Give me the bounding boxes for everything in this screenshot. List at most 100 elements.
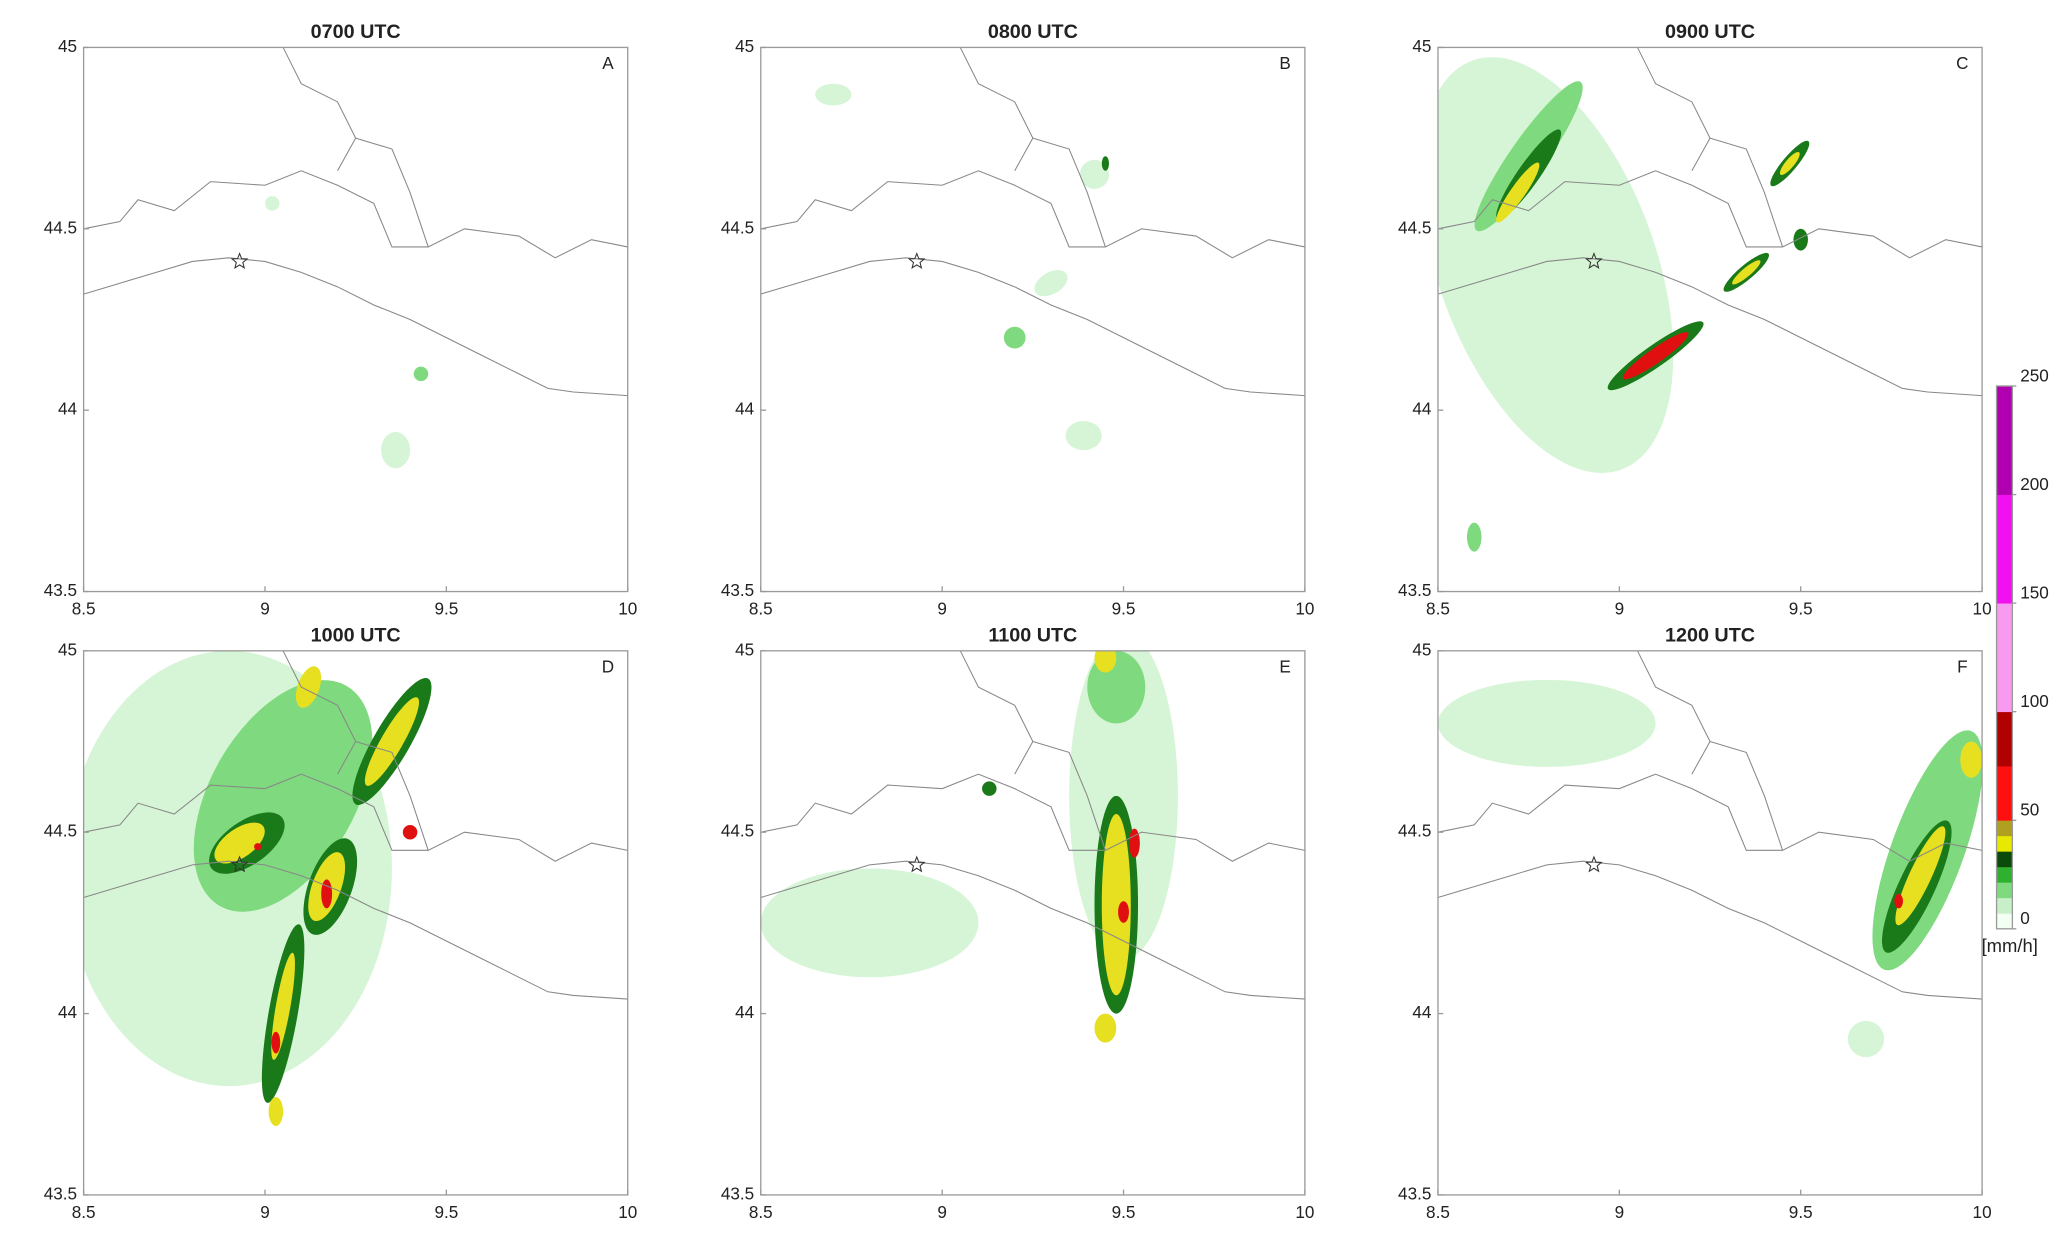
- boundary: [1437, 860, 1983, 1000]
- y-tick-label: 44: [735, 400, 755, 419]
- boundary: [1636, 47, 1711, 172]
- precip-field: [760, 47, 1305, 451]
- axes-frame: [82, 46, 629, 593]
- boundary: [1636, 650, 1711, 775]
- boundary: [83, 257, 628, 397]
- axes-frame: [760, 46, 1306, 593]
- genoa-star: [1585, 252, 1603, 270]
- colorbar-tick-label: 150: [2020, 583, 2049, 602]
- x-tick-label: 10: [1295, 1203, 1314, 1222]
- colorbar-swatch: [1996, 603, 2013, 713]
- precip-cell: [815, 83, 852, 106]
- x-tick-label: 9: [937, 1203, 947, 1222]
- x-tick-label: 9.5: [434, 599, 458, 618]
- precip-cell: [1437, 679, 1656, 767]
- y-tick-label: 43.5: [44, 581, 77, 600]
- y-tick-label: 43.5: [721, 1184, 754, 1203]
- map-panel: 1200 UTC F 8.5 9 9.5 10 43.5 44 44.5 45: [1398, 625, 1992, 1222]
- boundary: [760, 257, 1305, 397]
- x-tick-label: 8.5: [1426, 599, 1450, 618]
- x-tick-label: 8.5: [1426, 1203, 1450, 1222]
- colorbar-swatch: [1996, 765, 2013, 821]
- precip-field: [760, 650, 1305, 1043]
- precip-cell: [364, 697, 420, 786]
- x-tick-label: 8.5: [749, 599, 773, 618]
- y-tick-label: 45: [735, 37, 754, 56]
- colorbar-frame: [1995, 385, 2014, 930]
- precip-cell: [1894, 893, 1903, 909]
- colorbar-swatch: [1996, 386, 2013, 495]
- colorbar-swatch: [1996, 494, 2013, 604]
- panel-title: 0900 UTC: [1665, 21, 1755, 43]
- y-tick-label: 43.5: [44, 1184, 77, 1203]
- panel-title: 0800 UTC: [988, 21, 1078, 43]
- y-tick-label: 44: [1412, 400, 1432, 419]
- y-tick-label: 43.5: [721, 581, 754, 600]
- panel-letter: D: [602, 657, 614, 676]
- genoa-star: [230, 252, 249, 270]
- precip-cell: [321, 879, 333, 909]
- x-tick-label: 9.5: [1112, 1203, 1136, 1222]
- x-tick-label: 9.5: [1112, 599, 1136, 618]
- boundary: [83, 170, 628, 259]
- y-tick-label: 44.5: [1398, 218, 1431, 237]
- x-tick-label: 9.5: [434, 1203, 458, 1222]
- genoa-star: [907, 855, 926, 873]
- panel-letter: F: [1957, 657, 1967, 676]
- boundary: [1437, 257, 1983, 397]
- precip-cell: [268, 1096, 284, 1127]
- colorbar-swatch: [1996, 820, 2013, 837]
- precip-cell: [1094, 650, 1117, 673]
- precip-cell: [214, 822, 265, 864]
- precip-cell: [402, 824, 418, 840]
- precip-cell: [271, 1031, 281, 1054]
- x-tick-label: 9: [937, 599, 947, 618]
- genoa-star: [1585, 855, 1603, 873]
- y-tick-label: 45: [58, 37, 77, 56]
- axes-frame: [1437, 650, 1983, 1196]
- precip-cell: [1094, 1013, 1117, 1043]
- x-tick-label: 8.5: [749, 1203, 773, 1222]
- precip-field: [1437, 47, 1983, 552]
- boundary: [83, 860, 628, 1000]
- y-tick-label: 45: [58, 640, 77, 659]
- panel-letter: E: [1279, 657, 1290, 676]
- precip-cell: [1101, 156, 1110, 171]
- colorbar-swatch: [1996, 897, 2013, 914]
- x-tick-label: 8.5: [72, 599, 96, 618]
- x-tick-label: 9: [260, 599, 270, 618]
- boundary: [760, 860, 1305, 1000]
- colorbar-tick-label: 200: [2020, 475, 2049, 494]
- colorbar-swatch: [1996, 851, 2013, 868]
- precip-cell: [1128, 828, 1140, 858]
- x-tick-label: 8.5: [72, 1203, 96, 1222]
- y-tick-label: 44: [735, 1003, 755, 1022]
- panel-title: 1000 UTC: [311, 625, 401, 647]
- boundary: [355, 741, 429, 851]
- precip-field: [83, 650, 628, 1127]
- colorbar-swatch: [1996, 866, 2013, 883]
- panel-letter: C: [1956, 54, 1968, 73]
- colorbar-swatch: [1996, 913, 2013, 930]
- axes-frame: [1437, 46, 1983, 593]
- y-tick-label: 44.5: [44, 822, 77, 841]
- precip-field: [1437, 650, 1983, 1058]
- precip-cell: [295, 666, 322, 708]
- precip-cell: [1496, 162, 1540, 223]
- y-tick-label: 45: [1412, 37, 1431, 56]
- map-panel: 0800 UTC B 8.5 9 9.5 10 43.5 44 44.5 45: [721, 21, 1315, 618]
- colorbar-tick-label: 0: [2020, 909, 2030, 928]
- x-tick-label: 9: [1615, 599, 1625, 618]
- map-panel: 1100 UTC E 8.5 9 9.5 10 43.5 44 44.5 45: [721, 625, 1315, 1222]
- precip-cell: [1960, 741, 1983, 778]
- map-panel: 0900 UTC C 8.5 9 9.5 10 43.5 44 44.5 45: [1398, 21, 1992, 618]
- panel-title: 1200 UTC: [1665, 625, 1755, 647]
- colorbar-swatch: [1996, 711, 2013, 767]
- colorbar-swatch: [1996, 835, 2013, 852]
- precip-cell: [254, 843, 262, 851]
- precip-cell: [760, 868, 979, 978]
- boundary: [760, 170, 1305, 259]
- map-panel: 1000 UTC D 8.5 9 9.5 10 43.5 44 44.5 45: [44, 625, 638, 1222]
- boundary: [1709, 137, 1784, 248]
